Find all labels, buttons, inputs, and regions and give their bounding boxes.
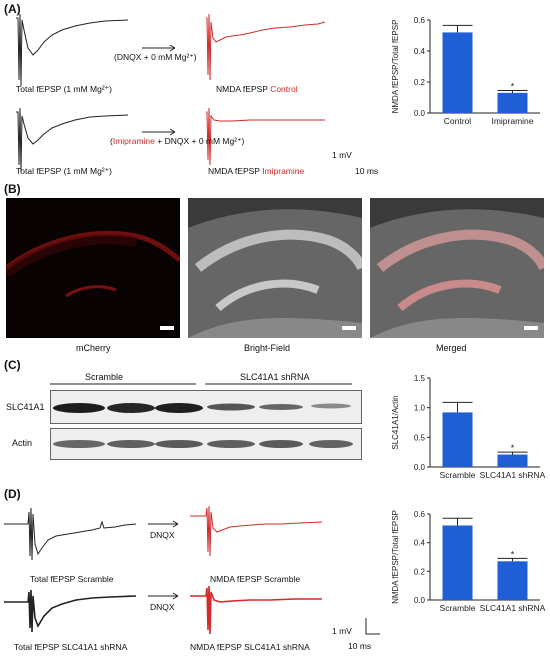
- trace-total-imipramine: [16, 107, 129, 173]
- bar: [442, 525, 473, 600]
- y-tick-label: 0.5: [414, 433, 426, 442]
- caption-d2-right: NMDA fEPSP SLC41A1 shRNA: [190, 642, 310, 652]
- y-axis-label: NMDA fEPSP/Total fEPSP: [391, 20, 400, 114]
- panel-b-label: (B): [4, 182, 21, 196]
- panel-a-traces: [16, 13, 326, 173]
- arrow-label-d1: DNQX: [150, 530, 175, 540]
- category-label: SLC41A1 shRNA: [480, 470, 546, 480]
- y-tick-label: 1.0: [414, 404, 426, 413]
- y-tick-label: 1.5: [414, 374, 426, 383]
- image-brightfield: [188, 198, 362, 338]
- y-tick-label: 0.0: [414, 596, 426, 605]
- caption-a1-right: NMDA fEPSP Control: [216, 84, 298, 94]
- trace-total-scramble: [4, 507, 137, 561]
- significance-star: *: [511, 443, 515, 453]
- y-tick-label: 0.2: [414, 567, 426, 576]
- trace-nmda-imipramine: [206, 107, 325, 166]
- y-tick-label: 0.0: [414, 463, 426, 472]
- caption-d2-left: Total fEPSP SLC41A1 shRNA: [14, 642, 128, 652]
- category-label: Scramble: [440, 603, 476, 613]
- group-lines: [50, 383, 352, 385]
- trace-total-control: [16, 13, 129, 87]
- y-axis-label: NMDA fEPSP/Total fEPSP: [391, 510, 400, 604]
- image-mcherry: [6, 198, 180, 338]
- row-label-actin: Actin: [12, 438, 33, 448]
- scalebar-d: [365, 618, 380, 635]
- category-label: Control: [444, 116, 472, 126]
- caption-a1-left: Total fEPSP (1 mM Mg²⁺): [16, 84, 112, 94]
- bar: [442, 32, 473, 113]
- arrow-label-d2: DNQX: [150, 602, 175, 612]
- trace-nmda-scramble: [190, 505, 323, 557]
- panel-c-label: (C): [4, 358, 21, 372]
- category-label: Scramble: [440, 470, 476, 480]
- trace-total-shrna: [4, 589, 137, 633]
- caption-a2-left: Total fEPSP (1 mM Mg²⁺): [16, 166, 112, 176]
- bar: [442, 412, 473, 467]
- category-label: SLC41A1 shRNA: [480, 603, 546, 613]
- bar: [497, 454, 528, 467]
- bar: [497, 561, 528, 600]
- row-label-slc41a1: SLC41A1: [6, 402, 45, 412]
- y-tick-label: 0.4: [414, 539, 426, 548]
- chart-a: 0.0 0.2 0.4 0.6 NMDA fEPSP/Total fEPSP Contro…: [391, 16, 540, 126]
- panel-d-label: (D): [4, 487, 21, 501]
- caption-a2-right: NMDA fEPSP Imipramine: [208, 166, 305, 176]
- arrow-label-a2: (Imipramine + DNQX + 0 mM Mg²⁺): [110, 136, 245, 146]
- trace-nmda-shrna: [190, 585, 322, 635]
- y-tick-label: 0.6: [414, 16, 426, 25]
- bar: [497, 92, 528, 113]
- group-shrna: SLC41A1 shRNA: [240, 372, 310, 382]
- y-tick-label: 0.2: [414, 78, 426, 87]
- group-scramble: Scramble: [85, 372, 124, 382]
- caption-d1-right: NMDA fEPSP Scramble: [210, 574, 301, 584]
- caption-brightfield: Bright-Field: [244, 343, 291, 353]
- chart-d: 0.0 0.2 0.4 0.6 NMDA fEPSP/Total fEPSP Scramb…: [391, 510, 546, 613]
- significance-star: *: [511, 549, 515, 559]
- y-tick-label: 0.6: [414, 510, 426, 519]
- panel-a-label: (A): [4, 2, 21, 16]
- significance-star: *: [511, 82, 515, 92]
- scale-a-ms: 10 ms: [355, 166, 379, 176]
- panel-d-traces: [4, 505, 380, 635]
- blot-slc41a1: [50, 390, 362, 424]
- scale-d-mv: 1 mV: [332, 626, 352, 636]
- scale-a-mv: 1 mV: [332, 150, 352, 160]
- blot-actin: [50, 428, 362, 460]
- image-merged: [370, 198, 544, 338]
- caption-mcherry: mCherry: [76, 343, 111, 353]
- chart-c: 0.0 0.5 1.0 1.5 SLC41A1/Actin Scramble * SLC41A…: [391, 374, 546, 480]
- caption-d1-left: Total fEPSP Scramble: [30, 574, 114, 584]
- trace-nmda-control: [206, 13, 326, 81]
- caption-merged: Merged: [436, 343, 467, 353]
- arrow-label-a1: (DNQX + 0 mM Mg²⁺): [114, 52, 197, 62]
- y-tick-label: 0.0: [414, 109, 426, 118]
- y-tick-label: 0.4: [414, 47, 426, 56]
- y-axis-label: SLC41A1/Actin: [391, 395, 400, 449]
- category-label: Imipramine: [491, 116, 533, 126]
- scale-d-ms: 10 ms: [348, 641, 372, 651]
